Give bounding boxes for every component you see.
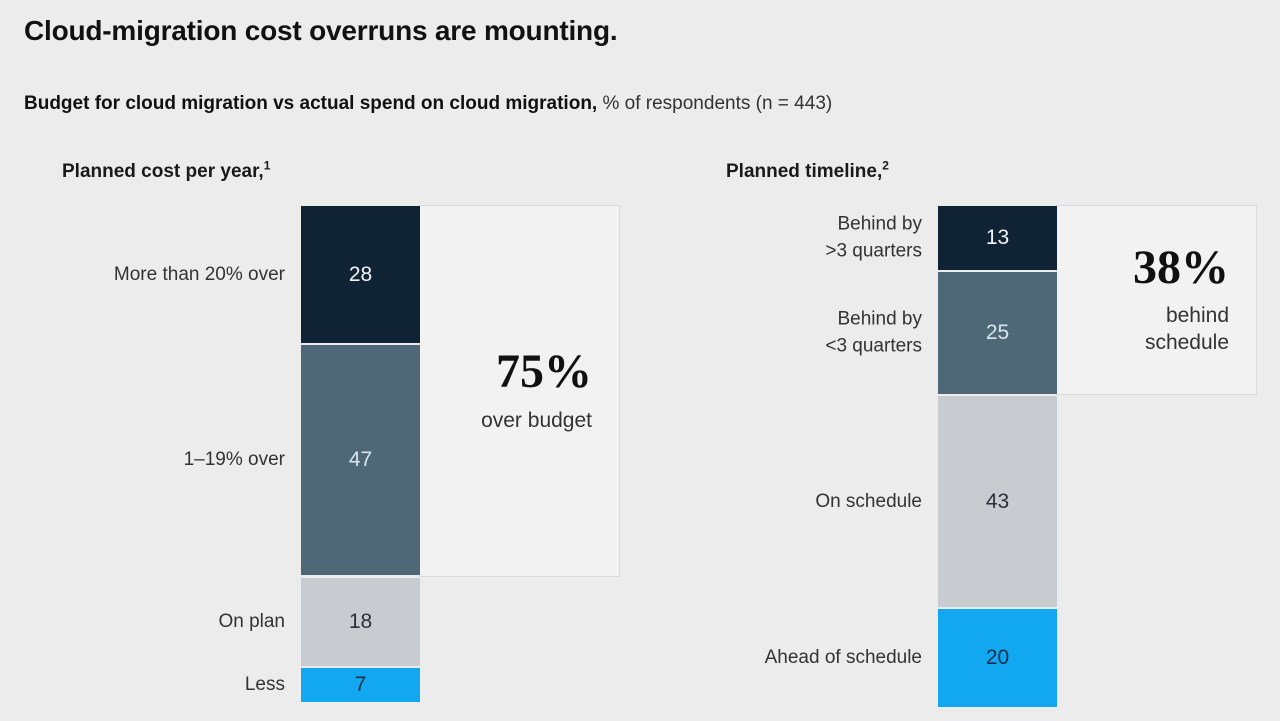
bar-segment: 28	[301, 206, 420, 344]
subtitle-unit-text: % of respondents (n = 443)	[597, 93, 833, 114]
segment-value: 28	[348, 262, 373, 286]
bar-segment: 43	[938, 396, 1057, 607]
bar-segment: 20	[938, 608, 1057, 707]
category-label: On plan	[218, 610, 285, 632]
bar-segment: 13	[938, 206, 1057, 270]
category-label: More than 20% over	[113, 263, 285, 285]
chart-subtitle: Budget for cloud migration vs actual spe…	[24, 93, 832, 115]
subtitle-bold-text: Budget for cloud migration vs actual spe…	[24, 93, 598, 114]
callout-value: 75%	[496, 345, 592, 399]
panel-title: Planned timeline,2	[726, 158, 889, 183]
panel-title-text: Planned timeline,	[726, 161, 883, 182]
segment-value: 7	[354, 672, 367, 696]
callout-box: 38% behind schedule	[1056, 205, 1257, 395]
segment-value: 13	[985, 225, 1010, 249]
bar-segment: 7	[301, 667, 420, 702]
callout-box: 75% over budget	[419, 205, 620, 577]
footnote-marker: 1	[263, 158, 271, 173]
segment-value: 20	[985, 645, 1010, 669]
segment-value: 47	[348, 448, 373, 472]
category-label: Behind by >3 quarters	[825, 213, 922, 262]
category-label: Behind by <3 quarters	[825, 308, 922, 357]
segment-value: 25	[985, 320, 1010, 344]
panel-title: Planned cost per year,1	[62, 158, 271, 183]
panel-title-text: Planned cost per year,	[62, 161, 264, 182]
category-label: On schedule	[815, 490, 922, 512]
callout-label: behind schedule	[1144, 304, 1229, 355]
segment-value: 18	[348, 609, 373, 633]
segment-value: 43	[985, 489, 1010, 513]
callout-label: over budget	[481, 408, 592, 432]
bar-segment: 47	[301, 345, 420, 576]
callout-value: 38%	[1133, 240, 1229, 294]
footnote-marker: 2	[882, 158, 889, 173]
page-title: Cloud-migration cost overruns are mounti…	[24, 15, 618, 46]
bar-segment: 25	[938, 271, 1057, 395]
category-label: 1–19% over	[183, 449, 285, 471]
category-label: Less	[244, 674, 285, 696]
bar-segment: 18	[301, 577, 420, 666]
category-label: Ahead of schedule	[764, 647, 922, 669]
